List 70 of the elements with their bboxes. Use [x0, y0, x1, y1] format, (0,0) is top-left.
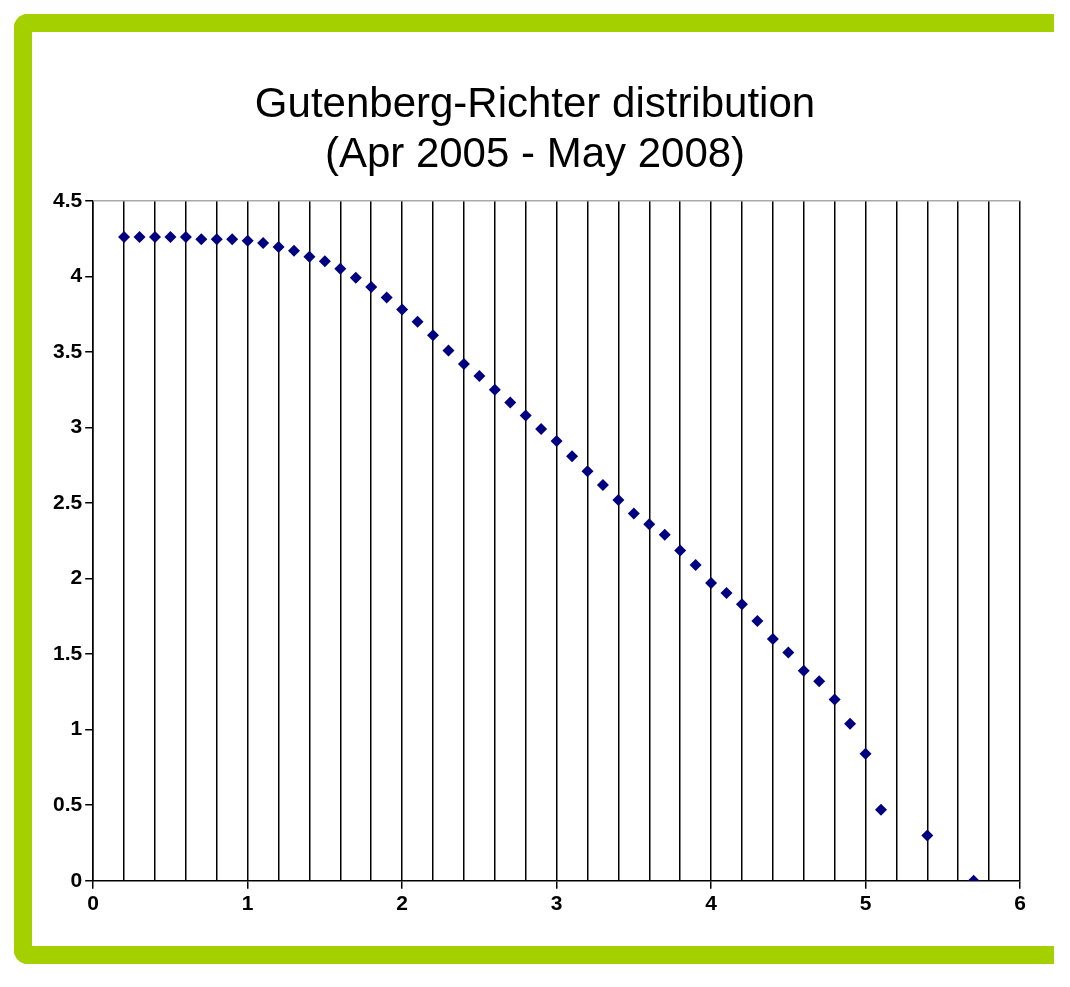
- y-tick-label: 2: [70, 565, 83, 589]
- point: [627, 507, 640, 520]
- point: [179, 231, 192, 244]
- point: [442, 344, 455, 357]
- point: [349, 271, 362, 284]
- point: [411, 315, 424, 328]
- point: [689, 558, 702, 571]
- point: [148, 231, 161, 244]
- point: [427, 329, 440, 342]
- text: Gutenberg-Richter distribution: [254, 78, 816, 126]
- x-tick-label: 6: [1014, 891, 1026, 915]
- point: [488, 383, 501, 396]
- point: [473, 370, 486, 383]
- point: [813, 675, 826, 688]
- point: [643, 518, 656, 531]
- point: [859, 747, 872, 760]
- y-tick-label: 0: [70, 867, 83, 891]
- point: [519, 409, 532, 422]
- point: [303, 250, 316, 263]
- point: [535, 422, 548, 435]
- x-tick-label: 1: [241, 891, 254, 915]
- x-tick-label: 2: [396, 891, 408, 915]
- point: [705, 577, 718, 590]
- x-tick-label: 4: [705, 891, 718, 915]
- point: [257, 237, 270, 250]
- point: [720, 586, 733, 599]
- text: (Apr 2005 - May 2008): [324, 129, 746, 177]
- point: [658, 528, 671, 541]
- y-tick-label: 0.5: [52, 792, 83, 816]
- point: [874, 803, 887, 816]
- x-tick-label: 5: [859, 891, 872, 915]
- point: [766, 633, 779, 646]
- point: [596, 478, 609, 491]
- y-tick-label: 4: [70, 263, 83, 287]
- y-tick-label: 1: [70, 716, 83, 740]
- point: [210, 233, 223, 246]
- point: [380, 291, 393, 304]
- point: [581, 465, 594, 478]
- point: [164, 231, 177, 244]
- point: [550, 435, 563, 448]
- point: [751, 614, 764, 627]
- point: [566, 450, 579, 463]
- point: [365, 280, 378, 293]
- point: [396, 303, 409, 316]
- point: [612, 494, 625, 506]
- y-tick-label: 3: [70, 414, 83, 438]
- point: [844, 717, 857, 730]
- x-tick-label: 0: [87, 891, 100, 915]
- point: [334, 262, 347, 275]
- point: [118, 231, 131, 244]
- point: [735, 598, 748, 611]
- x-tick-label: 3: [550, 891, 563, 915]
- point: [674, 544, 687, 557]
- point: [195, 233, 208, 246]
- point: [288, 244, 300, 257]
- y-tick-label: 2.5: [52, 489, 83, 513]
- point: [241, 234, 254, 247]
- point: [797, 664, 810, 677]
- point: [226, 233, 239, 246]
- point: [457, 358, 470, 370]
- point: [504, 396, 517, 409]
- y-tick-label: 4.5: [52, 187, 83, 211]
- point: [828, 693, 841, 706]
- point: [133, 231, 146, 244]
- point: [272, 240, 285, 253]
- y-tick-label: 1.5: [52, 640, 83, 664]
- y-tick-label: 3.5: [52, 338, 83, 362]
- point: [921, 829, 934, 842]
- point: [318, 255, 331, 268]
- point: [782, 646, 795, 659]
